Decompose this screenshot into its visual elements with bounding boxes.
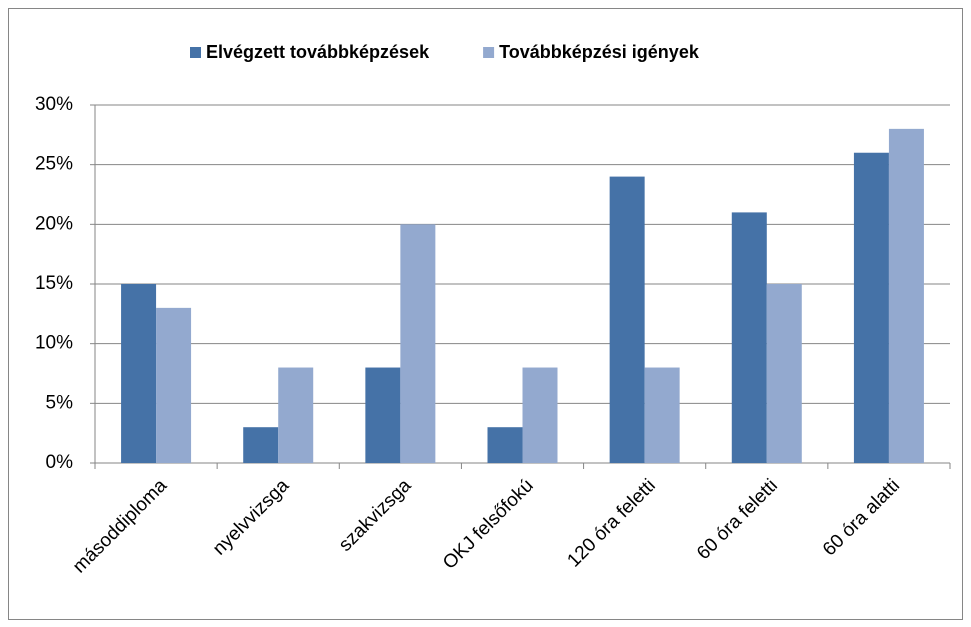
bar — [853, 152, 889, 463]
bar — [156, 307, 192, 463]
y-tick-label: 10% — [35, 333, 73, 354]
bar — [609, 176, 645, 463]
bar — [243, 427, 279, 463]
legend-swatch — [190, 47, 201, 58]
y-tick-label: 0% — [46, 452, 74, 473]
bar — [121, 284, 157, 463]
y-tick-label: 20% — [35, 213, 73, 234]
legend-label: Elvégzett továbbképzések — [206, 42, 430, 62]
bar — [644, 367, 680, 463]
y-tick-label: 30% — [35, 94, 73, 115]
y-tick-label: 5% — [46, 392, 74, 413]
bar — [522, 367, 558, 463]
legend-swatch — [483, 47, 495, 58]
bar — [487, 427, 523, 463]
y-tick-label: 25% — [35, 154, 73, 175]
y-tick-label: 15% — [35, 273, 73, 294]
legend-label: Továbbképzési igények — [499, 42, 700, 62]
bar — [365, 367, 401, 463]
bar — [888, 128, 924, 463]
bar — [766, 284, 802, 463]
bar — [400, 224, 436, 463]
bar — [278, 367, 314, 463]
bar — [731, 212, 767, 463]
